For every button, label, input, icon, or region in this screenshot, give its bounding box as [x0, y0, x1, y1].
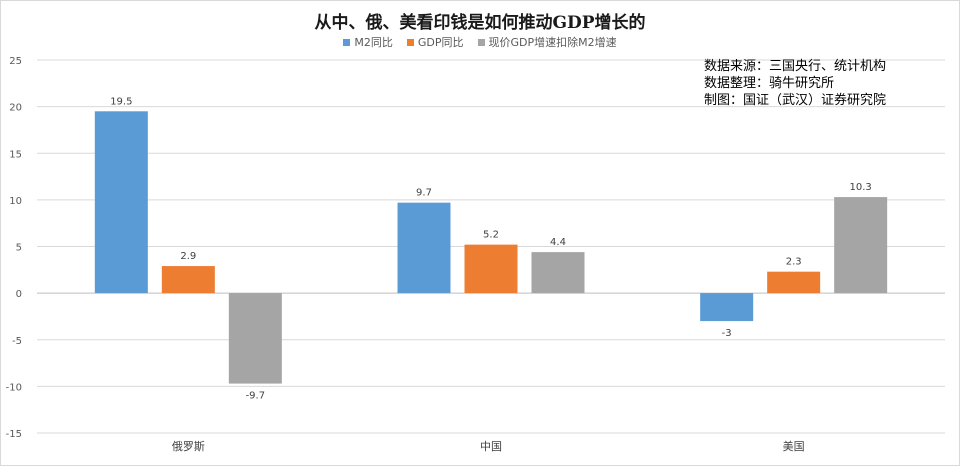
data-label: 5.2 [483, 230, 499, 241]
data-labels: 19.5 2.9 -9.7 9.7 5.2 4.4 -3 2.3 10.3 [110, 96, 872, 401]
legend-swatch-diff [477, 38, 485, 46]
data-label: 10.3 [850, 182, 872, 193]
data-label: 2.3 [786, 257, 802, 268]
bar [94, 111, 148, 294]
y-tick-label: 5 [16, 243, 22, 254]
x-category-label: 俄罗斯 [172, 440, 205, 453]
y-axis-tick-labels: 25 20 15 10 5 0 -5 -10 -15 [6, 56, 22, 440]
bar [834, 197, 888, 294]
data-label: 2.9 [180, 251, 196, 262]
x-category-label: 美国 [783, 440, 805, 453]
x-axis-category-labels: 俄罗斯 中国 美国 [172, 440, 805, 453]
bar [531, 252, 585, 294]
source-annotation: 数据来源：三国央行、统计机构 数据整理：骑牛研究所 制图：国证（武汉）证券研究院 [704, 58, 886, 109]
y-tick-label: 15 [9, 149, 22, 160]
bar [397, 202, 451, 294]
legend-item-m2: M2同比 [343, 34, 393, 50]
data-label: -9.7 [246, 391, 266, 402]
legend: M2同比 GDP同比 现价GDP增速扣除M2增速 [0, 34, 960, 50]
data-label: 9.7 [416, 188, 432, 199]
data-label: 4.4 [550, 237, 566, 248]
y-tick-label: -10 [6, 382, 22, 393]
y-tick-label: -15 [6, 429, 22, 440]
bar [700, 293, 754, 322]
bar [161, 266, 215, 294]
bar [767, 271, 821, 294]
x-category-label: 中国 [480, 440, 502, 453]
legend-item-diff: 现价GDP增速扣除M2增速 [477, 34, 617, 50]
data-label: -3 [722, 328, 732, 339]
bars [94, 111, 888, 384]
bar [228, 293, 282, 384]
legend-label-gdp: GDP同比 [417, 36, 464, 49]
legend-swatch-gdp [406, 38, 414, 46]
gridlines [37, 59, 945, 434]
data-label: 19.5 [110, 96, 132, 107]
chart-title: 从中、俄、美看印钱是如何推动GDP增长的 [314, 13, 646, 33]
legend-label-diff: 现价GDP增速扣除M2增速 [488, 36, 617, 49]
legend-item-gdp: GDP同比 [406, 34, 464, 50]
legend-label-m2: M2同比 [354, 36, 393, 49]
y-tick-label: 20 [9, 103, 22, 114]
source-line-compile: 数据整理：骑牛研究所 [704, 76, 835, 91]
source-line-data: 数据来源：三国央行、统计机构 [704, 59, 887, 74]
y-tick-label: 0 [16, 289, 22, 300]
y-tick-label: 25 [9, 56, 22, 67]
legend-swatch-m2 [343, 38, 351, 46]
y-tick-label: -5 [12, 336, 22, 347]
bar [464, 244, 518, 294]
y-tick-label: 10 [9, 196, 22, 207]
source-line-chart: 制图：国证（武汉）证券研究院 [704, 93, 887, 108]
